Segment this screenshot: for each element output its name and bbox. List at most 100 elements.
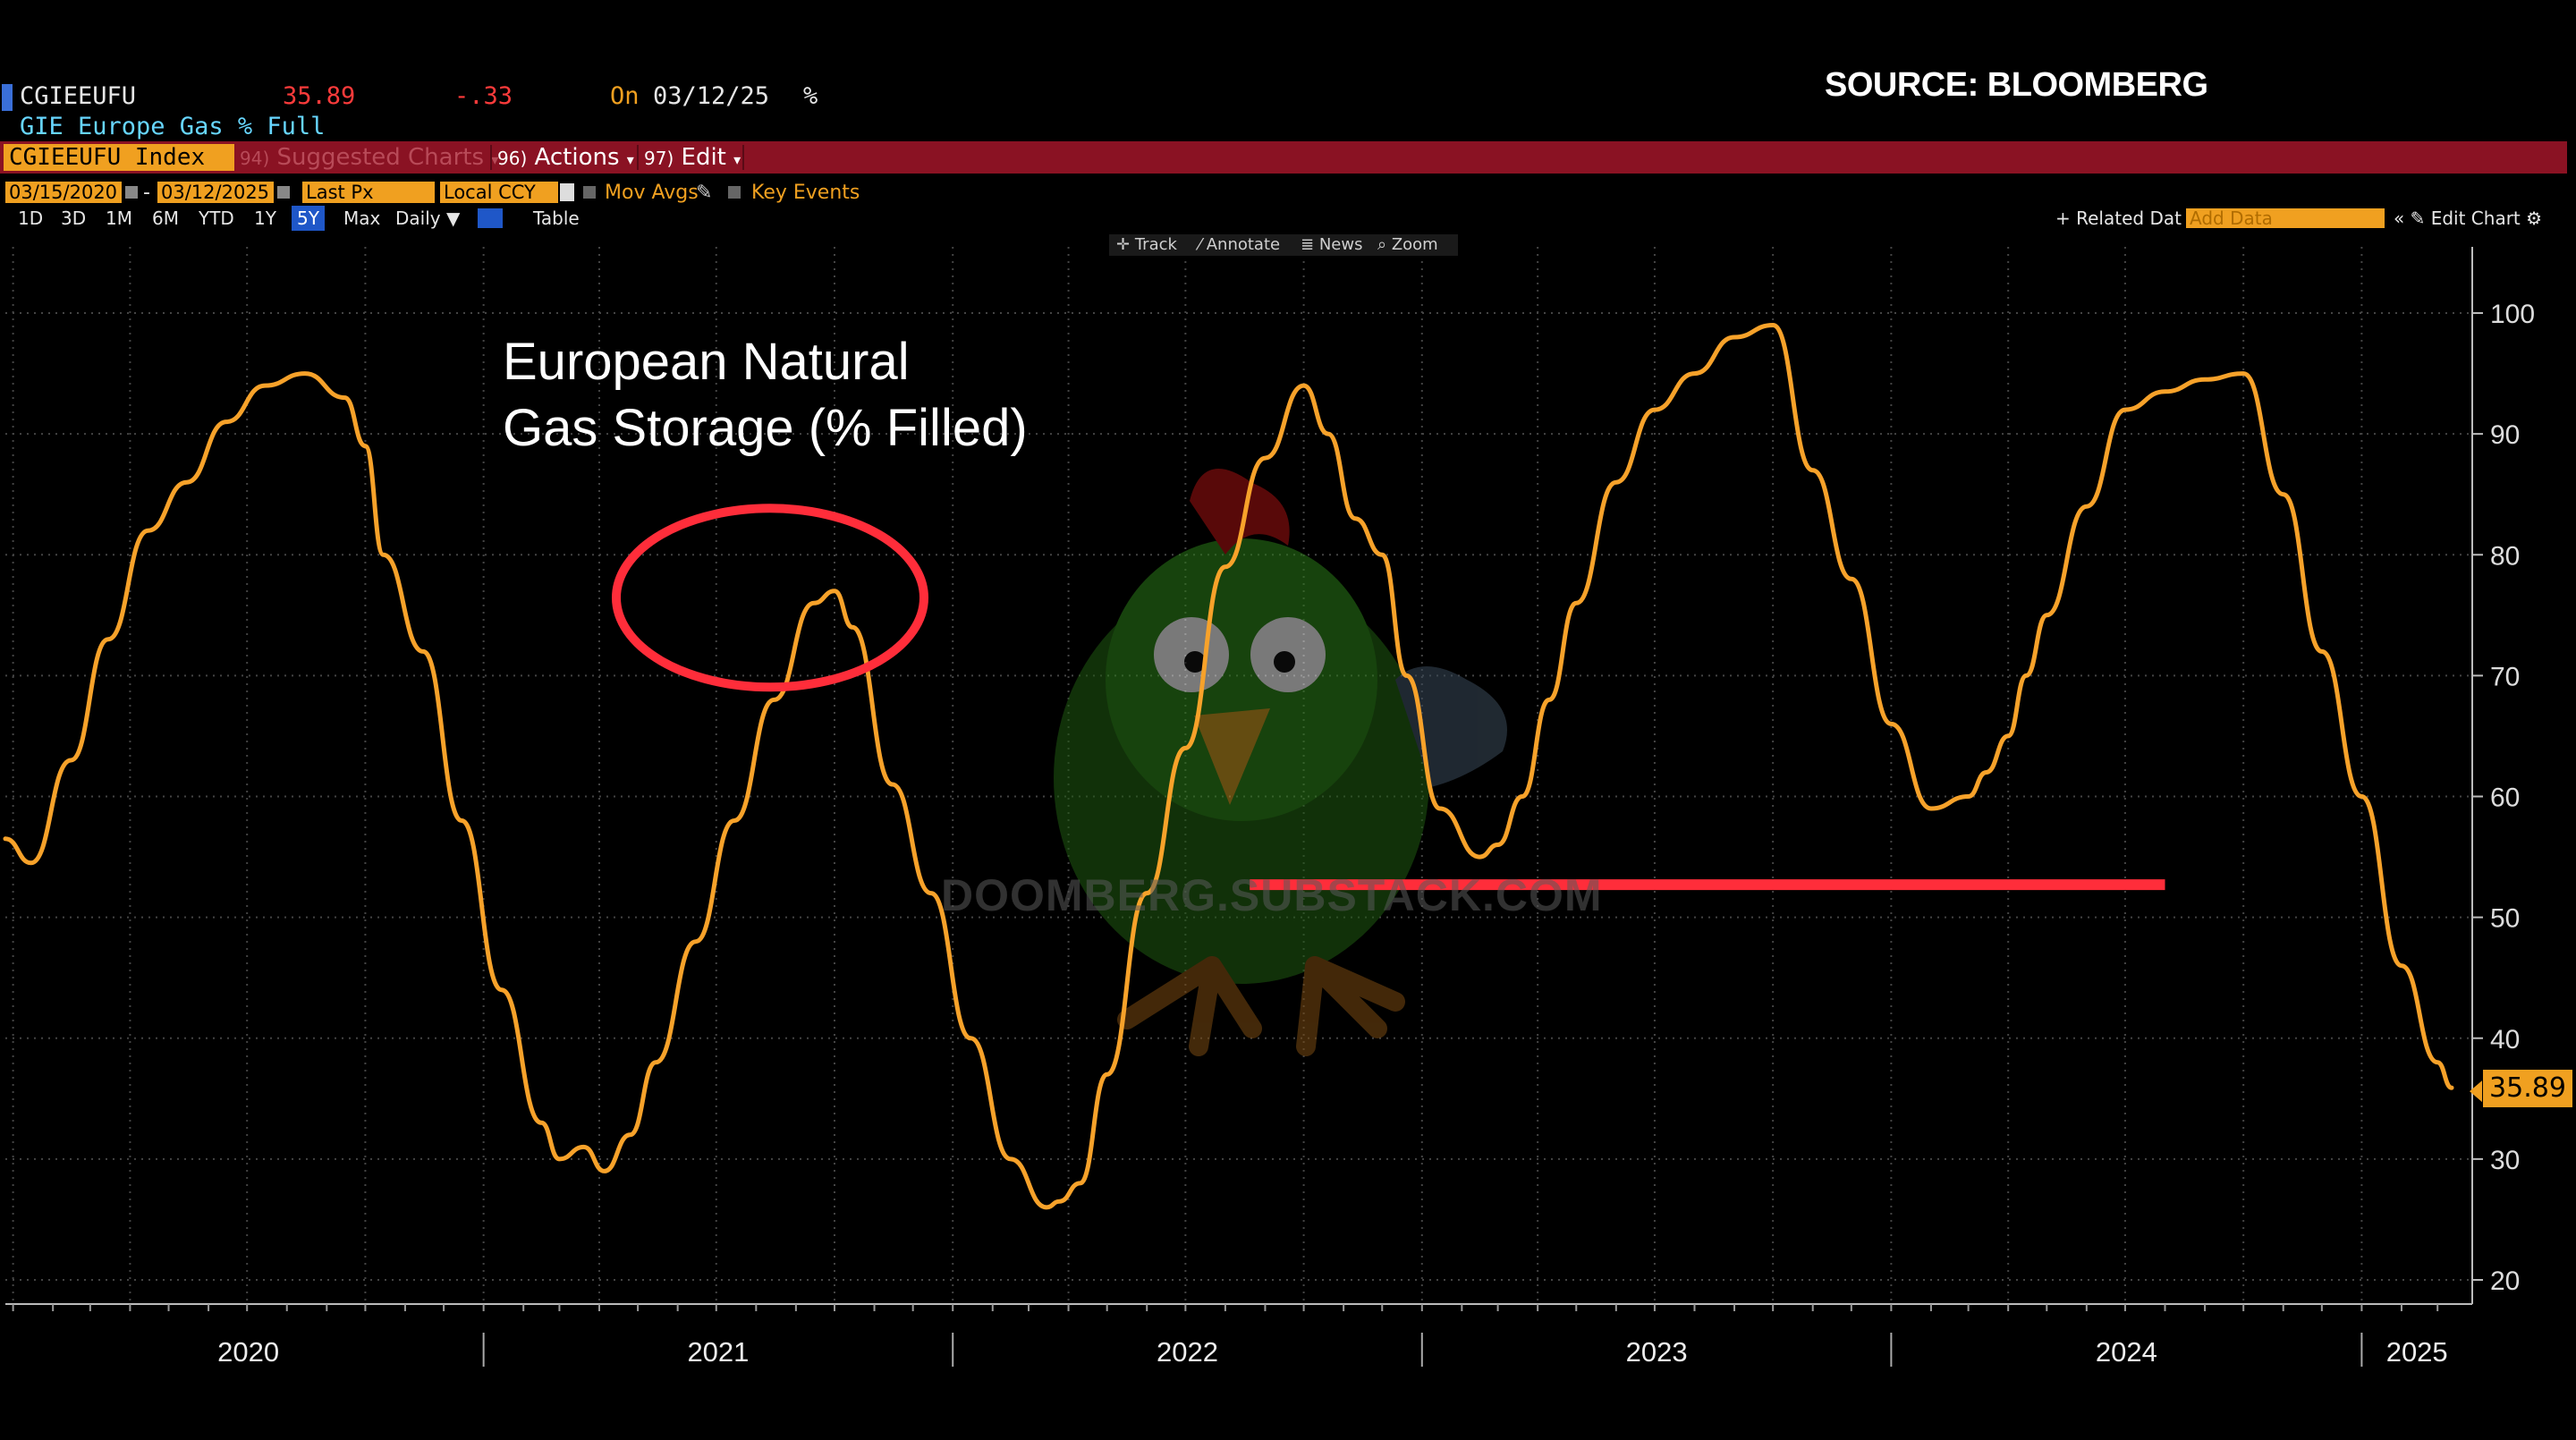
pencil-icon: ✎	[2410, 208, 2431, 229]
collapse-icon: «	[2394, 208, 2411, 229]
chart-title: European Natural Gas Storage (% Filled)	[503, 329, 1028, 462]
start-date-field[interactable]: 03/15/2020	[5, 182, 122, 203]
gear-icon: ⚙	[2526, 208, 2543, 229]
annotations	[611, 504, 2165, 891]
edit-number: 97)	[644, 148, 674, 169]
tools-background	[1109, 234, 1458, 256]
edit-label: Edit	[681, 144, 726, 171]
range-ytd-button[interactable]: YTD	[199, 208, 234, 229]
ticker-header: CGIEEUFU 35.89 -.33 On 03/12/25 %	[0, 79, 1789, 120]
ticker-color-marker	[2, 84, 13, 111]
chevron-down-icon: ▾	[626, 151, 634, 168]
range-5y-button[interactable]: 5Y	[292, 206, 325, 231]
ticker-symbol: CGIEEUFU	[20, 82, 137, 110]
y-tick-label: 40	[2490, 1025, 2520, 1055]
annotate-label: Annotate	[1206, 235, 1281, 254]
crosshair-icon: ✛	[1116, 235, 1135, 254]
x-year-label: 2025	[2386, 1336, 2448, 1368]
calendar-icon[interactable]	[277, 186, 290, 199]
chevron-down-icon: ▾	[491, 151, 499, 168]
y-tick-label: 80	[2490, 541, 2520, 571]
key-events-label[interactable]: Key Events	[751, 182, 860, 204]
range-6m-button[interactable]: 6M	[152, 208, 179, 229]
mov-avgs-label[interactable]: Mov Avgs	[605, 182, 699, 204]
edit-chart-label: Edit Chart	[2430, 208, 2521, 229]
currency-select[interactable]: Local CCY	[440, 182, 558, 203]
track-tool[interactable]: ✛ Track	[1116, 234, 1177, 256]
x-year-label: 2023	[1626, 1336, 1688, 1368]
x-year-label: 2024	[2096, 1336, 2157, 1368]
actions-label: Actions	[534, 144, 620, 171]
x-year-label: 2021	[687, 1336, 749, 1368]
range-1y-button[interactable]: 1Y	[254, 208, 276, 229]
unit-label: %	[803, 82, 818, 110]
y-tick-label: 30	[2490, 1146, 2520, 1175]
price-change: -.33	[454, 82, 513, 110]
actions-number: 96)	[497, 148, 528, 169]
edit-button[interactable]: 97) Edit ▾	[644, 141, 741, 174]
actions-button[interactable]: 96) Actions ▾	[497, 141, 634, 174]
y-tick-label: 20	[2490, 1266, 2520, 1296]
last-value-pointer	[2470, 1080, 2483, 1103]
chart-title-line-2: Gas Storage (% Filled)	[503, 399, 1028, 457]
related-data-label: Related Dat	[2076, 208, 2182, 229]
toolbar-divider	[742, 145, 744, 170]
range-max-button[interactable]: Max	[343, 208, 381, 229]
frequency-select[interactable]: Daily ▼	[395, 206, 460, 231]
pencil-icon[interactable]: ✎	[696, 182, 713, 204]
calendar-icon[interactable]	[125, 186, 138, 199]
edit-chart-button[interactable]: « ✎ Edit Chart ⚙	[2394, 206, 2542, 231]
field-select[interactable]: Last Px	[302, 182, 435, 203]
toolbar-divider	[490, 145, 492, 170]
x-year-label: 2020	[217, 1336, 279, 1368]
on-label: On	[610, 82, 640, 110]
suggested-charts-label: Suggested Charts	[276, 144, 485, 171]
y-tick-label: 50	[2490, 904, 2520, 934]
annotate-tool[interactable]: ⁄ Annotate	[1199, 234, 1280, 256]
pencil-icon: ⁄	[1199, 235, 1207, 254]
frequency-label: Daily	[395, 208, 441, 229]
range-3d-button[interactable]: 3D	[61, 208, 87, 229]
end-date-field[interactable]: 03/12/2025	[157, 182, 274, 203]
index-field[interactable]: CGIEEUFU Index	[4, 144, 234, 171]
magnifier-icon: ⌕	[1377, 235, 1392, 254]
last-price: 35.89	[283, 82, 356, 110]
range-1m-button[interactable]: 1M	[106, 208, 132, 229]
watermark-text: DOOMBERG.SUBSTACK.COM	[941, 870, 1603, 920]
series-line	[3, 323, 2454, 1210]
suggested-charts-button[interactable]: 94) Suggested Charts ▾	[240, 141, 498, 174]
date-dash: -	[143, 182, 150, 204]
chart-title-line-1: European Natural	[503, 333, 910, 391]
y-tick-label: 90	[2490, 420, 2520, 450]
security-name: GIE Europe Gas % Full	[20, 113, 326, 140]
range-1d-button[interactable]: 1D	[18, 208, 44, 229]
annotation-ellipse	[611, 504, 928, 692]
range-row: 1D 3D 1M 6M YTD 1Y 5Y Max Daily ▼ Table …	[0, 206, 2567, 231]
news-label: News	[1318, 235, 1363, 254]
mov-avgs-checkbox[interactable]	[583, 186, 596, 199]
chevron-down-icon[interactable]	[560, 183, 574, 201]
last-value-tag: 35.89	[2483, 1070, 2572, 1107]
zoom-tool[interactable]: ⌕ Zoom	[1377, 234, 1438, 256]
track-label: Track	[1134, 235, 1177, 254]
suggested-charts-number: 94)	[240, 148, 270, 169]
table-button[interactable]: Table	[533, 208, 580, 229]
plus-icon: +	[2055, 208, 2077, 229]
key-events-checkbox[interactable]	[728, 186, 741, 199]
news-tool[interactable]: ≣ News	[1301, 234, 1362, 256]
source-label: SOURCE: BLOOMBERG	[1825, 66, 2208, 104]
as-of-date: 03/12/25	[653, 82, 770, 110]
chevron-down-icon: ▾	[733, 151, 741, 168]
command-toolbar: CGIEEUFU Index 94) Suggested Charts ▾ 96…	[0, 141, 2567, 174]
line-chart-icon[interactable]	[478, 208, 503, 228]
news-icon: ≣	[1301, 235, 1319, 254]
grid-lines	[5, 247, 2472, 1304]
chevron-down-icon: ▼	[445, 208, 461, 229]
chart-settings-row: 03/15/2020 - 03/12/2025 Last Px Local CC…	[0, 181, 2567, 206]
y-tick-label: 70	[2490, 662, 2520, 691]
add-data-input[interactable]: Add Data	[2186, 208, 2385, 228]
axes: 20 30 40 50 60 70 80 90 100 2020 2021 2022 2023 2024 2…	[5, 247, 2535, 1368]
related-data-button[interactable]: + Related Dat	[2055, 206, 2182, 231]
y-tick-label: 60	[2490, 784, 2520, 813]
